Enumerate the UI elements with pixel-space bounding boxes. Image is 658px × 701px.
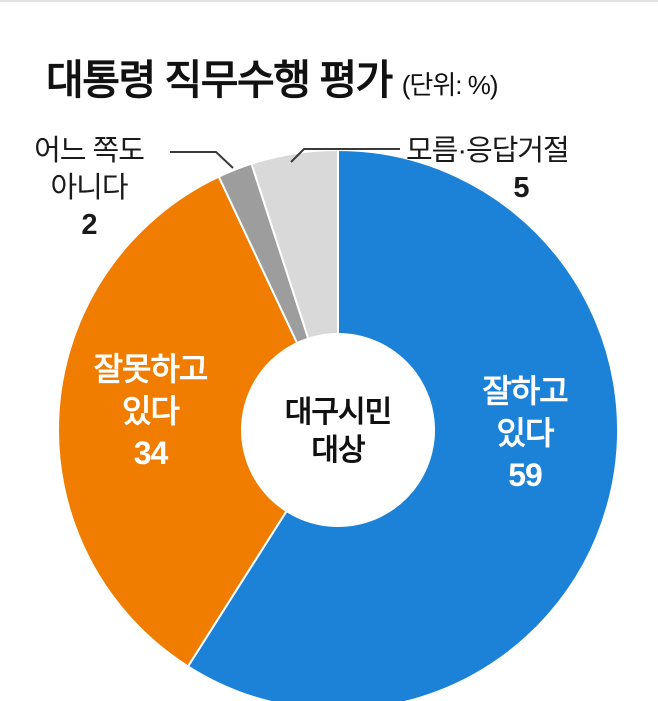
chart-unit: (단위: %) bbox=[401, 70, 499, 100]
pie-slice-1 bbox=[57, 175, 340, 668]
callout-neither-line2: 아니다 bbox=[50, 172, 128, 204]
callout-unknown-label: 모름·응답거절 bbox=[406, 135, 570, 167]
donut-hole bbox=[241, 333, 435, 527]
chart-title: 대통령 직무수행 평가 bbox=[46, 57, 393, 103]
slice-label-approve-value: 59 bbox=[508, 457, 543, 493]
leader-line-unknown bbox=[290, 148, 400, 163]
callout-unknown-value: 5 bbox=[513, 172, 529, 204]
slice-label-approve: 잘하고 있다 59 bbox=[435, 370, 615, 496]
callout-neither-value: 2 bbox=[81, 209, 97, 241]
slice-label-approve-line1: 잘하고 bbox=[482, 373, 568, 409]
slice-label-approve-line2: 있다 bbox=[496, 415, 555, 451]
slice-label-disapprove-value: 34 bbox=[133, 435, 169, 471]
callout-unknown: 모름·응답거절 5 bbox=[398, 133, 644, 207]
leader-line-neither bbox=[170, 151, 234, 169]
slice-label-disapprove-line1: 잘못하고 bbox=[93, 351, 209, 387]
slice-label-disapprove: 잘못하고 있다 34 bbox=[58, 348, 243, 474]
callout-neither: 어느 쪽도 아니다 2 bbox=[4, 133, 174, 244]
slice-label-disapprove-line2: 있다 bbox=[122, 393, 180, 429]
donut-center-label: 대구시민 대상 bbox=[238, 394, 438, 470]
callout-neither-line1: 어느 쪽도 bbox=[34, 135, 145, 167]
chart-title-row: 대통령 직무수행 평가 (단위: %) bbox=[46, 46, 498, 106]
donut-center-line2: 대상 bbox=[311, 434, 365, 467]
donut-center-line1: 대구시민 bbox=[284, 396, 392, 429]
